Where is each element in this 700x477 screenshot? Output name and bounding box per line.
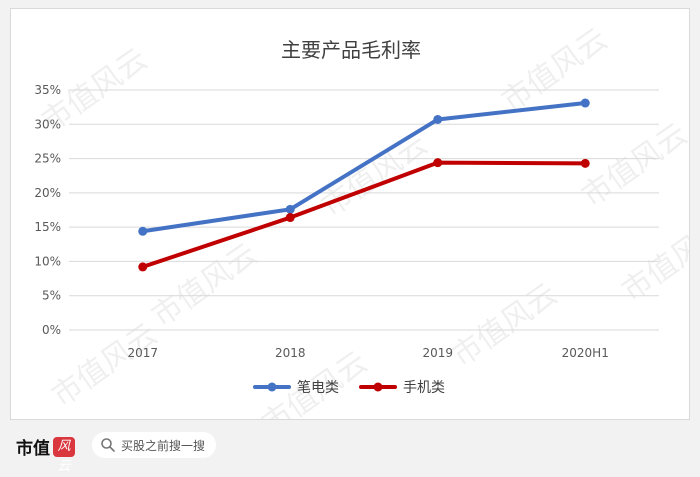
brand-name: 市值 xyxy=(16,439,50,459)
data-point xyxy=(580,158,590,168)
legend-label: 手机类 xyxy=(403,380,445,396)
y-tick-label: 25% xyxy=(34,152,61,166)
y-tick-label: 20% xyxy=(34,186,61,200)
data-point xyxy=(580,98,590,108)
footer-bar: 市值 风云 买股之前搜一搜 xyxy=(0,420,700,474)
y-tick-label: 30% xyxy=(34,117,61,131)
search-icon xyxy=(101,438,115,452)
data-point xyxy=(433,158,443,168)
chart-title: 主要产品毛利率 xyxy=(281,38,421,62)
chart-card: 市值风云 市值风云 市值风云 市值风云 市值风云 市值风云 市值风云 市值风云 市值风云 主要产… xyxy=(10,8,690,420)
series-line xyxy=(140,160,588,269)
y-tick-label: 10% xyxy=(34,254,61,268)
x-tick-label: 2017 xyxy=(127,346,158,360)
x-tick-label: 2019 xyxy=(422,346,453,360)
x-tick-label: 2020H1 xyxy=(562,346,609,360)
search-box[interactable]: 买股之前搜一搜 xyxy=(92,432,216,458)
y-tick-label: 15% xyxy=(34,220,61,234)
brand-logo[interactable]: 市值 风云 xyxy=(16,434,75,474)
legend-marker xyxy=(267,382,277,392)
data-point xyxy=(285,204,295,214)
series-line xyxy=(140,101,588,234)
legend-marker xyxy=(373,382,383,392)
y-tick-label: 5% xyxy=(42,289,61,303)
data-point xyxy=(138,226,148,236)
chart: 主要产品毛利率 35% 30% 25% 20% 15% 10% 5% 0% 2017 2018 201… xyxy=(34,38,659,396)
y-tick-label: 0% xyxy=(42,323,61,337)
data-point xyxy=(433,114,443,124)
data-point xyxy=(285,213,295,223)
brand-logo-mark: 风云 xyxy=(53,436,75,474)
y-tick-label: 35% xyxy=(34,83,61,97)
legend-label: 笔电类 xyxy=(297,380,339,396)
x-tick-label: 2018 xyxy=(275,346,306,360)
data-point xyxy=(138,262,148,272)
search-placeholder: 买股之前搜一搜 xyxy=(121,438,206,453)
